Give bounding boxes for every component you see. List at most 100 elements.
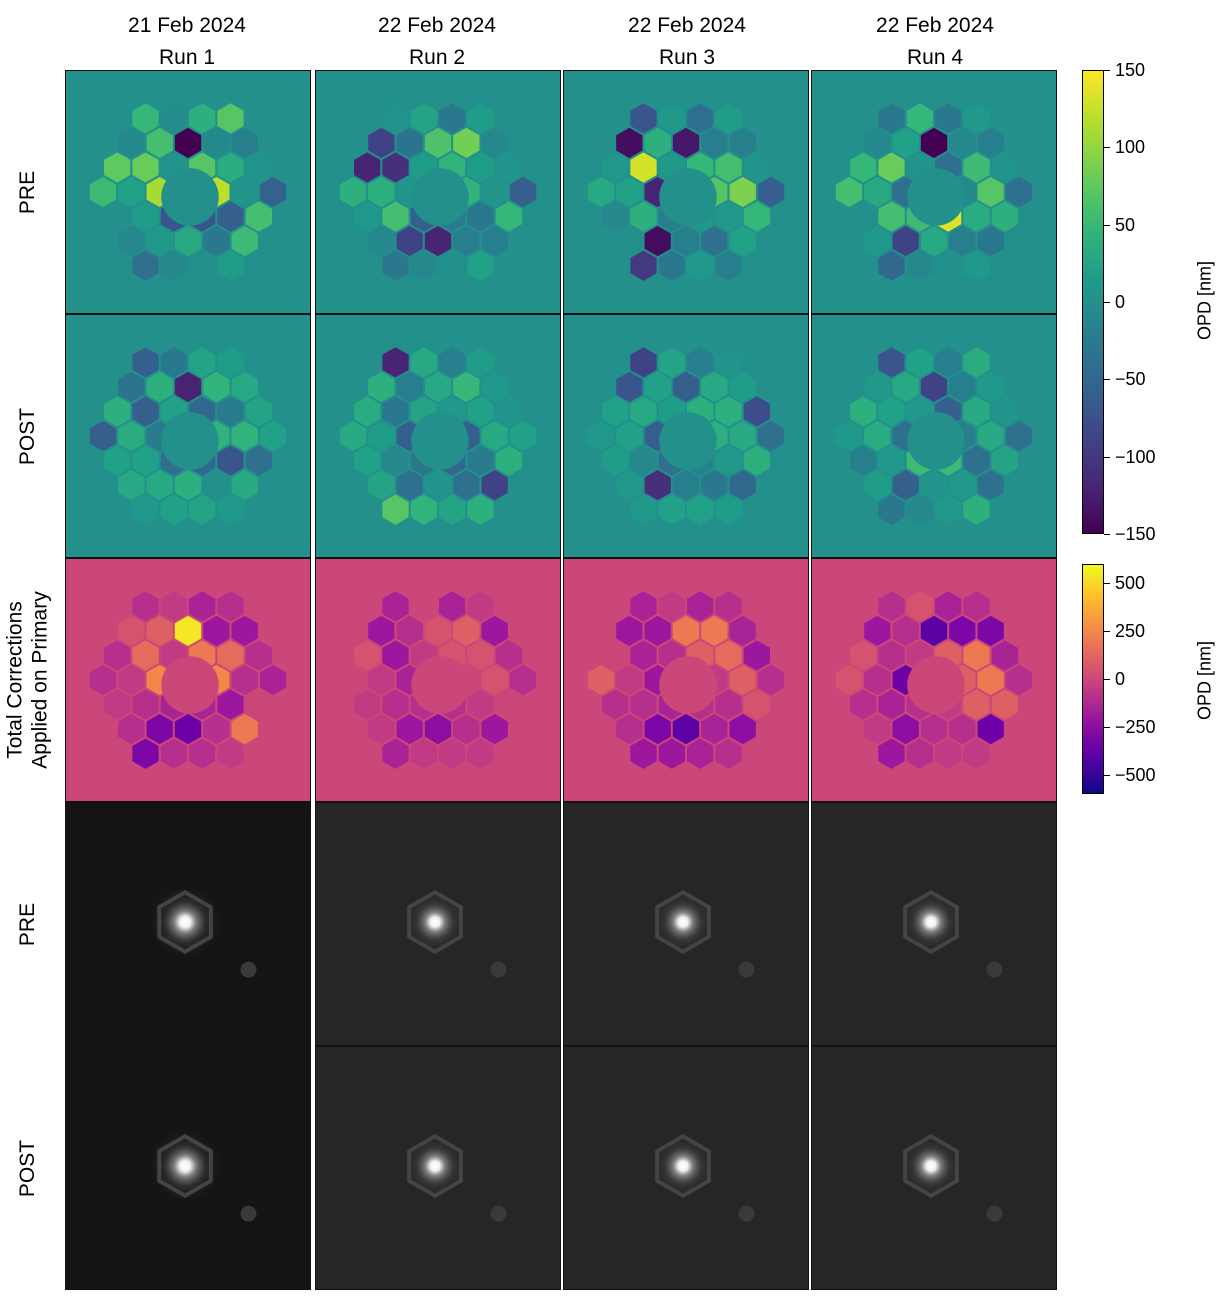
mirror-segment xyxy=(217,494,244,525)
panel-r4-c1 xyxy=(65,802,311,1046)
mirror-segment xyxy=(849,445,877,476)
central-obscuration xyxy=(161,412,219,470)
panel-r1-c2 xyxy=(315,70,561,314)
mirror-segment xyxy=(878,494,905,525)
mirror-segment xyxy=(410,250,438,281)
mirror-segment xyxy=(616,664,643,696)
row-label-pre-psf: PRE xyxy=(16,902,40,946)
psf-ghost xyxy=(986,961,1003,978)
mirror-segment xyxy=(103,201,131,232)
mirror-segment xyxy=(188,494,216,525)
mirror-segment xyxy=(203,469,230,501)
mirror-segment xyxy=(630,250,657,281)
mirror-segment xyxy=(188,347,216,378)
psf-core xyxy=(649,1132,717,1200)
mirror-segment xyxy=(644,615,671,647)
psf-ghost xyxy=(738,961,755,978)
mirror-segment xyxy=(963,591,990,622)
mirror-segment xyxy=(715,347,742,378)
panel-r3-c3 xyxy=(563,558,809,802)
mirror-segment xyxy=(949,615,976,647)
mirror-segment xyxy=(410,494,438,525)
mirror-segment xyxy=(174,127,202,159)
mirror-segment xyxy=(630,640,657,671)
mirror-segment xyxy=(231,225,258,257)
mirror-segment xyxy=(146,713,173,745)
mirror-segment xyxy=(906,738,934,769)
mirror-segment xyxy=(616,176,643,208)
mirror-segment xyxy=(616,420,643,452)
central-obscuration xyxy=(659,412,717,470)
mirror-segment xyxy=(729,420,756,452)
mirror-segment xyxy=(864,713,891,745)
mirror-segment xyxy=(339,664,367,696)
mirror-segment xyxy=(89,420,117,452)
mirror-segment xyxy=(715,738,742,769)
mirror-segment xyxy=(424,713,452,745)
mirror-segment xyxy=(991,152,1019,183)
mirror-segment xyxy=(160,494,188,525)
mirror-segment xyxy=(630,494,657,525)
mirror-segment xyxy=(467,396,494,427)
mirror-segment xyxy=(174,615,202,647)
mirror-segment xyxy=(672,127,700,159)
mirror-segment xyxy=(963,445,990,476)
colorbar-tick xyxy=(1104,631,1110,632)
mirror-segment xyxy=(963,250,990,281)
row-label-post-opd: POST xyxy=(16,407,40,465)
mirror-segment xyxy=(103,152,131,183)
mirror-segment xyxy=(715,201,742,232)
mirror-segment xyxy=(146,127,173,159)
mirror-segment xyxy=(231,420,258,452)
mirror-segment xyxy=(481,176,508,208)
mirror-segment xyxy=(977,127,1004,159)
colorbar-tick-label: 0 xyxy=(1115,292,1126,312)
mirror-segment xyxy=(906,103,934,134)
mirror-segment xyxy=(203,713,230,745)
mirror-segment xyxy=(991,201,1019,232)
mirror-segment xyxy=(509,664,537,696)
mirror-segment xyxy=(715,445,742,476)
mirror-segment xyxy=(217,347,244,378)
psf-core xyxy=(147,884,223,960)
mirror-segment xyxy=(878,640,905,671)
colorbar-tick xyxy=(1104,225,1110,226)
panel-plot xyxy=(564,315,808,557)
mirror-segment xyxy=(481,469,508,501)
mirror-segment xyxy=(878,445,905,476)
mirror-segment xyxy=(453,371,480,403)
mirror-segment xyxy=(245,445,273,476)
mirror-segment xyxy=(160,347,188,378)
mirror-segment xyxy=(217,250,244,281)
mirror-segment xyxy=(495,396,523,427)
central-obscuration xyxy=(907,656,965,714)
psf-ghost xyxy=(738,1205,755,1222)
mirror-segment xyxy=(587,420,615,452)
mirror-segment xyxy=(160,103,188,134)
mirror-segment xyxy=(467,640,494,671)
mirror-segment xyxy=(672,469,700,501)
mirror-segment xyxy=(103,396,131,427)
mirror-segment xyxy=(644,225,671,257)
colorbar-tick-label: −500 xyxy=(1115,765,1156,785)
mirror-segment xyxy=(949,469,976,501)
mirror-segment xyxy=(132,445,159,476)
panel-plot xyxy=(564,71,808,313)
mirror-segment xyxy=(467,494,494,525)
panel-plot xyxy=(316,803,560,1045)
mirror-segment xyxy=(188,738,216,769)
mirror-segment xyxy=(743,396,771,427)
column-header-date: 22 Feb 2024 xyxy=(628,14,746,37)
mirror-segment xyxy=(977,176,1004,208)
mirror-segment xyxy=(1005,420,1033,452)
central-obscuration xyxy=(659,656,717,714)
mirror-segment xyxy=(160,738,188,769)
panel-plot xyxy=(66,71,310,313)
mirror-segment xyxy=(174,713,202,745)
panel-plot xyxy=(316,71,560,313)
mirror-segment xyxy=(601,640,629,671)
central-obscuration xyxy=(907,168,965,226)
colorbar-viridis-title: OPD [nm] xyxy=(1194,261,1215,341)
mirror-segment xyxy=(481,713,508,745)
mirror-segment xyxy=(89,176,117,208)
